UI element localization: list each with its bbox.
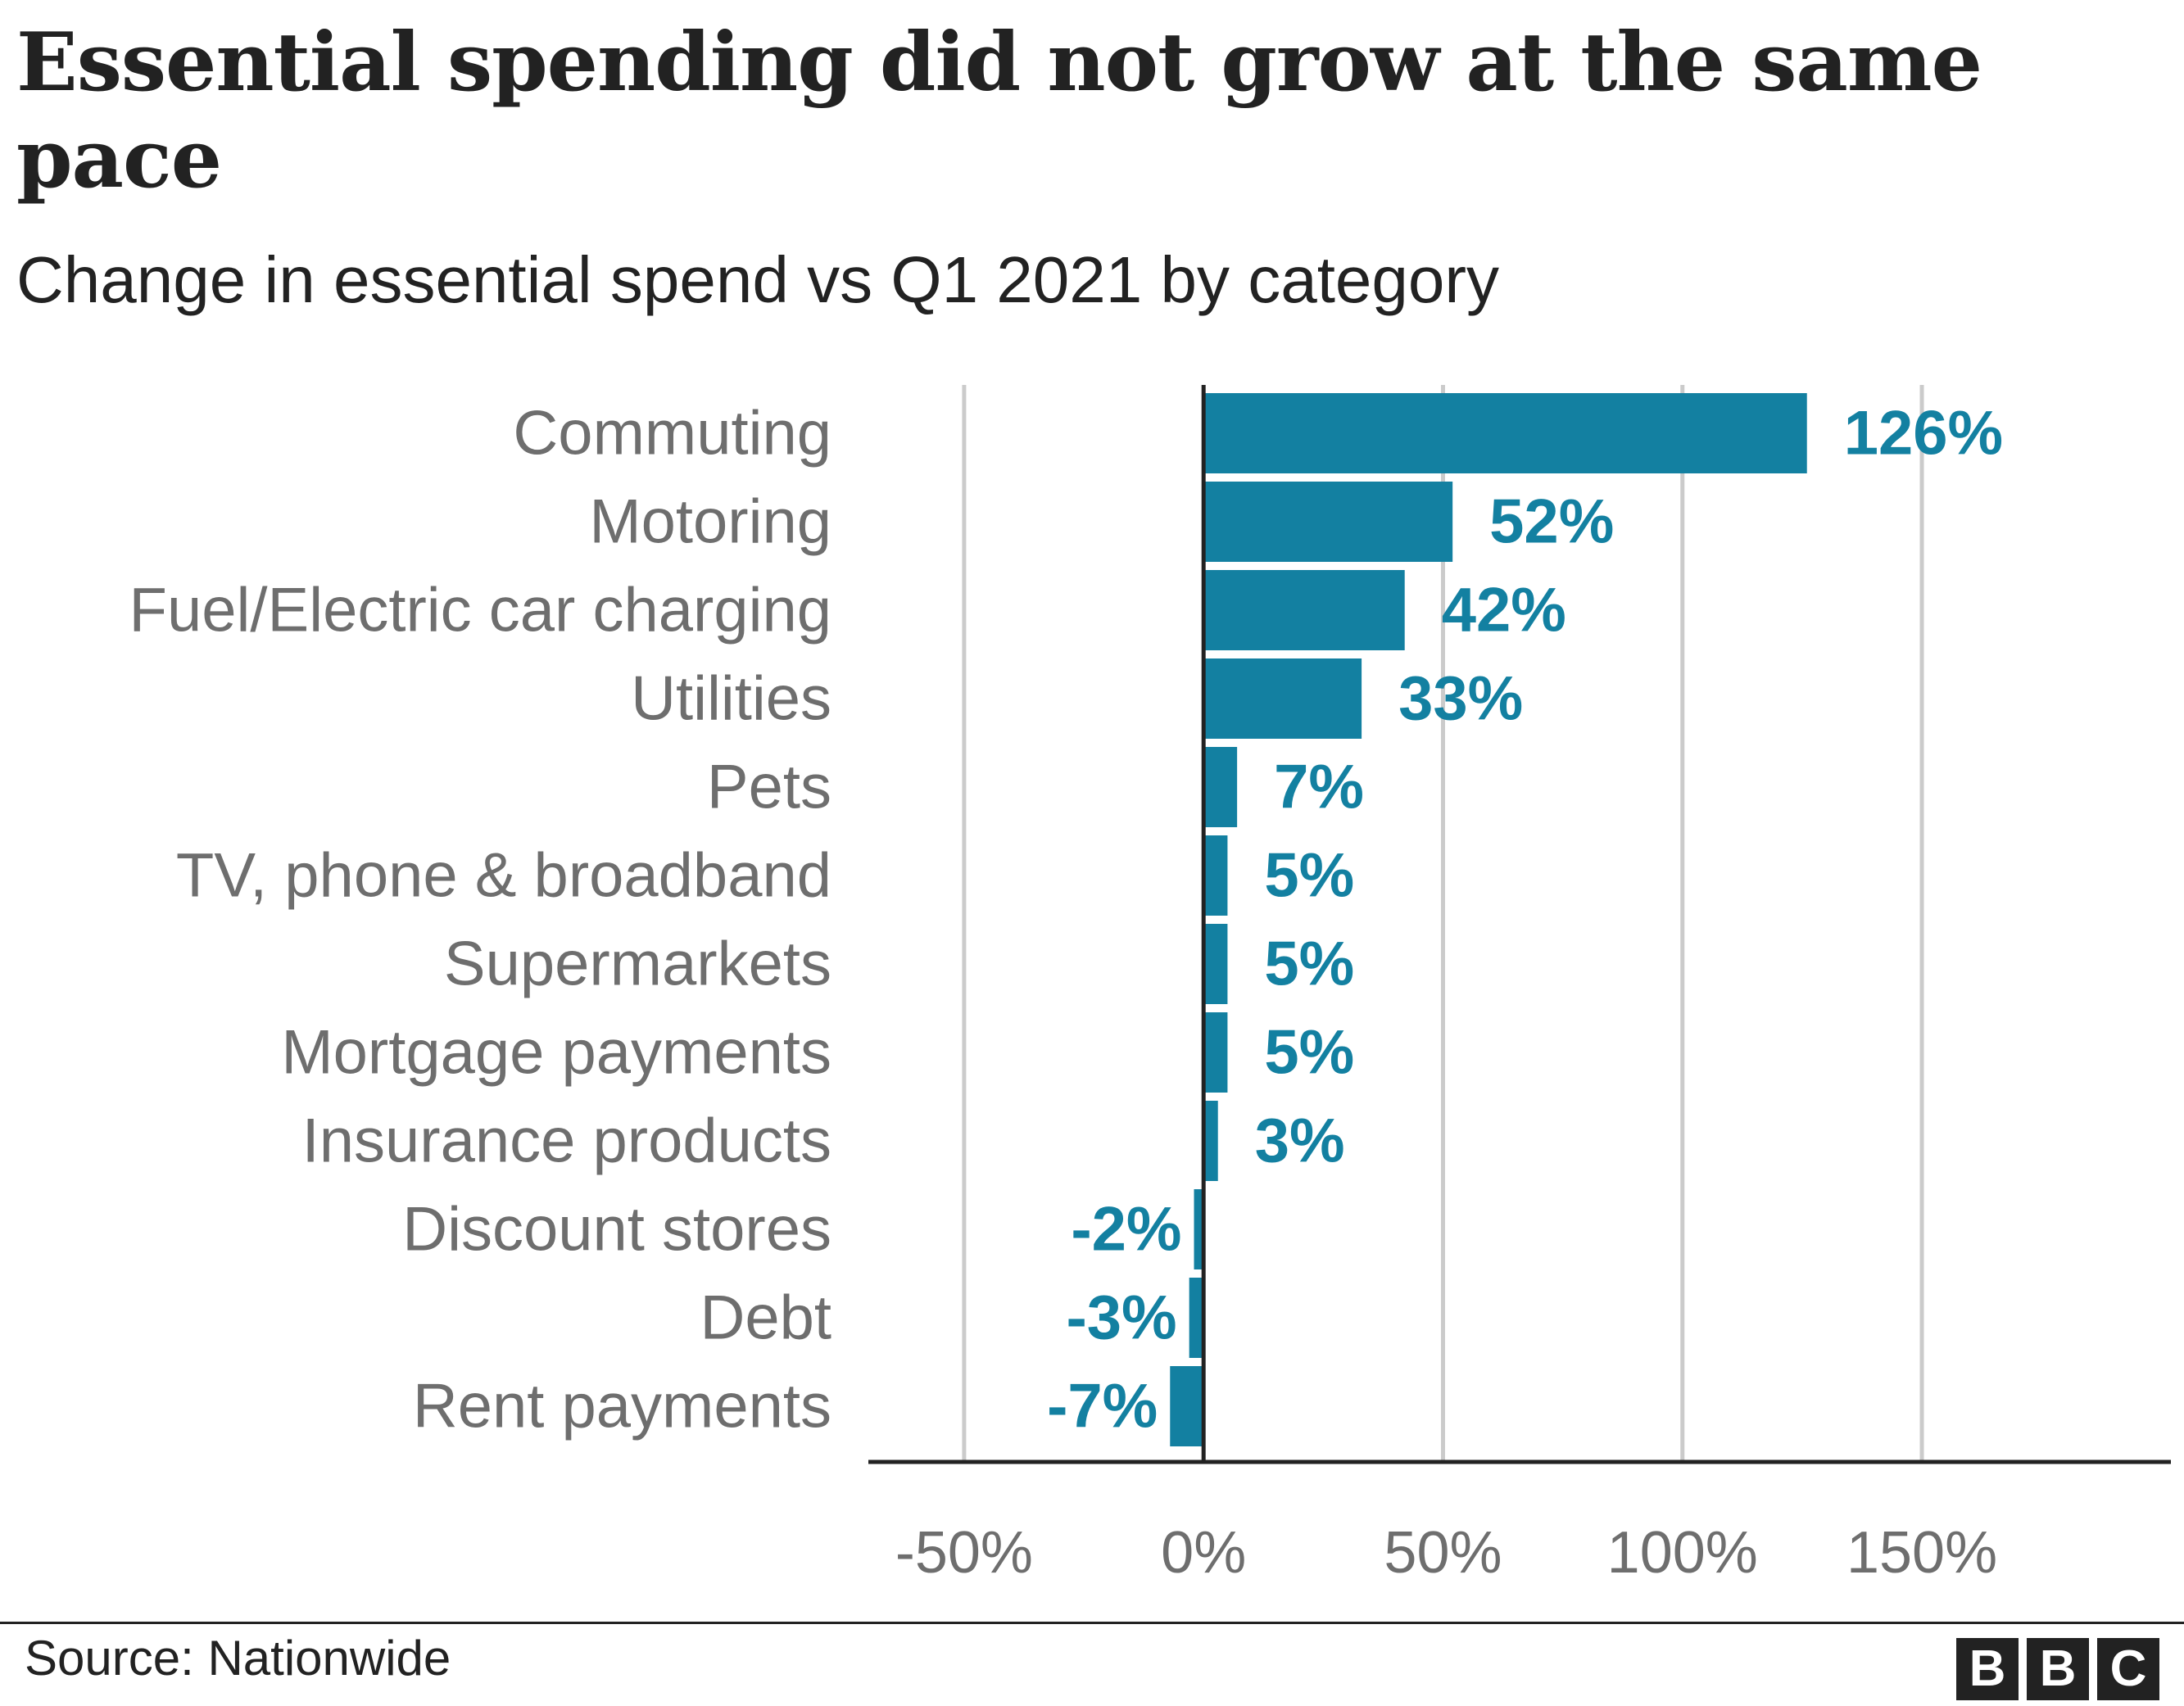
source-note: Source: Nationwide: [25, 1631, 451, 1686]
bar: [1203, 482, 1453, 562]
value-label: 126%: [1844, 399, 2003, 468]
bar: [1203, 658, 1362, 739]
x-axis: -50% 0% 50% 100% 150%: [868, 1459, 2171, 1586]
bar: [1203, 393, 1807, 473]
bbc-logo-letter-3: C: [2097, 1638, 2159, 1700]
bar: [1194, 1189, 1204, 1269]
category-label: Discount stores: [402, 1195, 831, 1265]
x-tick-label: 150%: [1846, 1520, 1997, 1586]
category-label: Motoring: [589, 487, 831, 557]
value-labels: 126% 52% 42% 33% 7% 5% 5% 5% 3% -2% -3% -7%: [1047, 399, 2003, 1441]
bar: [1203, 1101, 1218, 1181]
bar-chart: Commuting Motoring Fuel/Electric car charg…: [129, 385, 2171, 1586]
gridlines: [962, 385, 1924, 1462]
x-tick-label: 0%: [1161, 1520, 1246, 1586]
category-label: Supermarkets: [444, 930, 831, 999]
x-tick-label: 100%: [1607, 1520, 1758, 1586]
value-label: 3%: [1255, 1106, 1345, 1176]
bar: [1203, 747, 1238, 827]
bar: [1203, 924, 1228, 1004]
value-label: 5%: [1264, 1018, 1354, 1088]
category-label: Debt: [700, 1283, 831, 1353]
value-label: 7%: [1274, 753, 1364, 822]
footer-divider: [0, 1622, 2184, 1624]
value-label: 33%: [1398, 664, 1523, 734]
category-label: Mortgage payments: [281, 1018, 831, 1088]
bar: [1203, 570, 1405, 650]
value-label: 42%: [1442, 576, 1566, 645]
category-label: Rent payments: [413, 1372, 831, 1441]
chart-subtitle: Change in essential spend vs Q1 2021 by …: [16, 243, 1500, 316]
bar: [1189, 1278, 1204, 1358]
category-label: Utilities: [631, 664, 831, 734]
category-labels: Commuting Motoring Fuel/Electric car charg…: [129, 399, 831, 1441]
chart-title: Essential spending did not grow at the s…: [16, 16, 1982, 206]
bars: [1170, 393, 1807, 1446]
category-label: TV, phone & broadband: [176, 841, 831, 911]
category-label: Commuting: [513, 399, 831, 468]
bbc-logo-letter-1: B: [1956, 1638, 2019, 1700]
value-label: -2%: [1071, 1195, 1181, 1265]
value-label: 5%: [1264, 930, 1354, 999]
value-label: 52%: [1489, 487, 1614, 557]
bbc-logo: B B C: [1956, 1638, 2159, 1700]
category-label: Fuel/Electric car charging: [129, 576, 831, 645]
x-tick-label: 50%: [1384, 1520, 1502, 1586]
category-label: Insurance products: [302, 1106, 831, 1176]
bbc-logo-letter-2: B: [2027, 1638, 2089, 1700]
bar: [1203, 1012, 1228, 1093]
category-label: Pets: [707, 753, 831, 822]
bar: [1203, 835, 1228, 916]
x-tick-label: -50%: [895, 1520, 1033, 1586]
value-label: 5%: [1264, 841, 1354, 911]
value-label: -7%: [1047, 1372, 1158, 1441]
value-label: -3%: [1066, 1283, 1176, 1353]
bar: [1170, 1366, 1204, 1446]
